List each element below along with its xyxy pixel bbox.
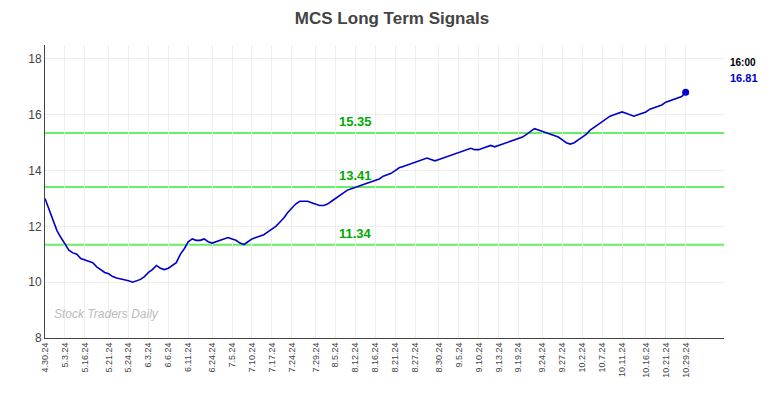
svg-text:12: 12 xyxy=(28,220,42,234)
svg-text:10.16.24: 10.16.24 xyxy=(641,343,651,378)
svg-text:8.5.24: 8.5.24 xyxy=(330,343,340,368)
svg-text:6.3.24: 6.3.24 xyxy=(143,343,153,368)
svg-text:9.10.24: 9.10.24 xyxy=(474,343,484,373)
svg-text:8.21.24: 8.21.24 xyxy=(390,343,400,373)
svg-text:Stock Traders Daily: Stock Traders Daily xyxy=(54,307,159,321)
svg-text:10.29.24: 10.29.24 xyxy=(681,343,691,378)
svg-text:5.3.24: 5.3.24 xyxy=(60,343,70,368)
svg-text:MCS Long Term Signals: MCS Long Term Signals xyxy=(295,9,489,28)
svg-text:14: 14 xyxy=(28,164,42,178)
svg-text:9.19.24: 9.19.24 xyxy=(513,343,523,373)
svg-text:7.10.24: 7.10.24 xyxy=(247,343,257,373)
svg-text:9.27.24: 9.27.24 xyxy=(557,343,567,373)
svg-text:9.24.24: 9.24.24 xyxy=(537,343,547,373)
svg-text:10.11.24: 10.11.24 xyxy=(617,343,627,377)
svg-text:8: 8 xyxy=(35,331,42,345)
svg-text:10.21.24: 10.21.24 xyxy=(661,343,671,378)
svg-text:8.30.24: 8.30.24 xyxy=(434,343,444,373)
svg-text:16:00: 16:00 xyxy=(730,57,756,68)
svg-text:5.24.24: 5.24.24 xyxy=(123,343,133,373)
svg-text:16: 16 xyxy=(28,108,42,122)
svg-text:4.30.24: 4.30.24 xyxy=(40,343,50,373)
svg-text:6.11.24: 6.11.24 xyxy=(183,343,193,372)
svg-text:9.5.24: 9.5.24 xyxy=(454,343,464,368)
svg-text:10.2.24: 10.2.24 xyxy=(577,343,587,373)
svg-text:8.16.24: 8.16.24 xyxy=(370,343,380,373)
svg-text:13.41: 13.41 xyxy=(339,168,372,183)
svg-text:7.5.24: 7.5.24 xyxy=(227,343,237,368)
svg-text:7.29.24: 7.29.24 xyxy=(311,343,321,373)
svg-text:10: 10 xyxy=(28,275,42,289)
svg-text:11.34: 11.34 xyxy=(339,226,372,241)
svg-text:10.7.24: 10.7.24 xyxy=(597,343,607,373)
svg-text:7.24.24: 7.24.24 xyxy=(287,343,297,373)
svg-text:8.12.24: 8.12.24 xyxy=(350,343,360,373)
svg-text:18: 18 xyxy=(28,52,42,66)
svg-text:5.16.24: 5.16.24 xyxy=(80,343,90,373)
svg-text:15.35: 15.35 xyxy=(339,114,372,129)
svg-text:9.13.24: 9.13.24 xyxy=(494,343,504,373)
svg-text:5.21.24: 5.21.24 xyxy=(104,343,114,373)
svg-text:16.81: 16.81 xyxy=(730,72,758,84)
svg-text:6.24.24: 6.24.24 xyxy=(207,343,217,373)
svg-text:7.17.24: 7.17.24 xyxy=(267,343,277,373)
svg-text:8.27.24: 8.27.24 xyxy=(410,343,420,373)
svg-text:6.6.24: 6.6.24 xyxy=(163,343,173,368)
